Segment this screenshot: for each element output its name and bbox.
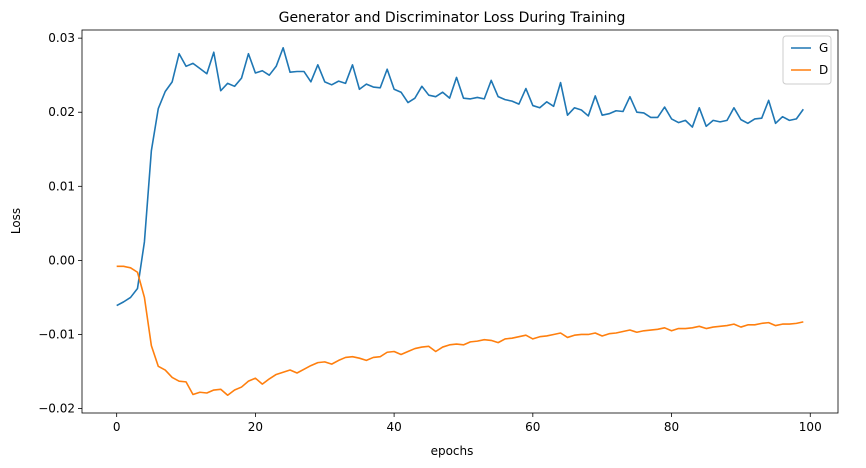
series-line-G bbox=[116, 46, 804, 307]
y-tick-label: −0.01 bbox=[38, 327, 75, 341]
plot-area bbox=[116, 46, 804, 397]
x-tick-label: 80 bbox=[664, 420, 679, 434]
x-tick-label: 60 bbox=[525, 420, 540, 434]
y-axis-label: Loss bbox=[9, 208, 23, 234]
y-tick-label: 0.02 bbox=[48, 105, 75, 119]
chart-title: Generator and Discriminator Loss During … bbox=[279, 10, 626, 26]
x-axis-label: epochs bbox=[431, 444, 474, 458]
series-line-D bbox=[116, 265, 804, 397]
legend-label-D: D bbox=[819, 63, 828, 77]
x-tick-label: 100 bbox=[799, 420, 822, 434]
x-tick-label: 40 bbox=[386, 420, 401, 434]
y-tick-label: 0.03 bbox=[48, 31, 75, 45]
x-tick-label: 0 bbox=[113, 420, 121, 434]
y-tick-label: 0.01 bbox=[48, 179, 75, 193]
y-tick-label: 0.00 bbox=[48, 253, 75, 267]
axes-frame bbox=[81, 29, 839, 414]
legend: GD bbox=[782, 35, 832, 85]
y-tick-label: −0.02 bbox=[38, 402, 75, 416]
x-tick-label: 20 bbox=[248, 420, 263, 434]
legend-label-G: G bbox=[819, 41, 828, 55]
